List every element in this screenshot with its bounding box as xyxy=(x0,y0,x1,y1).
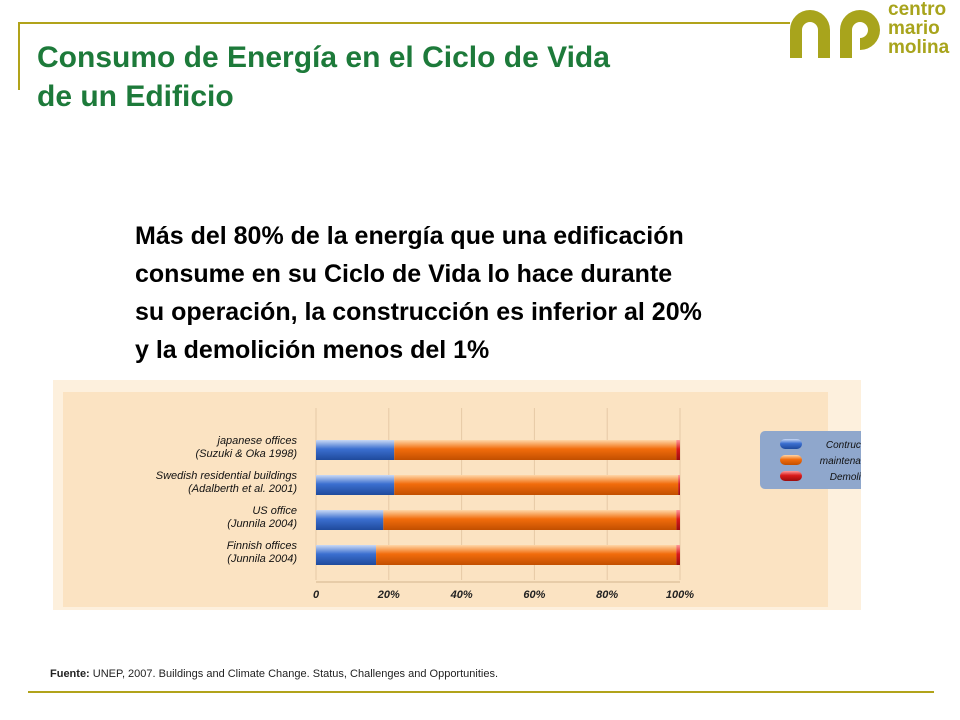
bar-segment xyxy=(316,510,384,530)
category-label: (Suzuki & Oka 1998) xyxy=(196,448,298,460)
title-frame xyxy=(18,22,790,90)
logo-m-icon xyxy=(790,10,830,58)
logo-o-icon xyxy=(840,10,880,58)
x-tick-label: 40% xyxy=(450,589,473,601)
bottom-rule xyxy=(28,691,934,693)
centro-mario-molina-logo xyxy=(790,10,880,58)
x-tick-label: 20% xyxy=(377,589,400,601)
logo-wordmark: centro mario molina xyxy=(888,0,949,57)
headline: Más del 80% de la energía que una edific… xyxy=(135,217,895,369)
x-tick-label: 60% xyxy=(523,589,545,601)
bar-segment xyxy=(676,440,680,460)
bar-segment xyxy=(394,440,677,460)
legend: Contruction maintenance Demolition xyxy=(760,431,861,489)
logo-line-3: molina xyxy=(888,37,950,58)
slide-title-line-1: Consumo de Energía en el Ciclo de Vida xyxy=(37,41,610,74)
x-tick-label: 0 xyxy=(313,589,320,601)
x-tick-label: 80% xyxy=(596,589,618,601)
headline-line-3: su operación, la construcción es inferio… xyxy=(135,298,702,326)
bar-segment xyxy=(678,475,680,495)
category-label-layer: japanese offices(Suzuki & Oka 1998) Swedi… xyxy=(156,435,298,565)
source-citation: Fuente: UNEP, 2007. Buildings and Climat… xyxy=(50,668,498,680)
legend-entry: Contruction xyxy=(826,440,861,451)
chart-plot-background xyxy=(63,392,828,607)
legend-swatch xyxy=(780,471,802,481)
legend-entry: maintenance xyxy=(820,456,861,467)
category-label: (Junnila 2004) xyxy=(227,553,297,565)
logo-line-2: mario xyxy=(888,18,940,39)
category-label: japanese offices xyxy=(216,435,298,447)
legend-swatch xyxy=(780,439,802,449)
energy-lifecycle-chart: japanese offices(Suzuki & Oka 1998) Swedi… xyxy=(53,380,861,610)
bar-segment xyxy=(676,545,680,565)
bar-segment xyxy=(316,545,377,565)
x-tick-label: 100% xyxy=(666,589,694,601)
bar-segment xyxy=(394,475,679,495)
category-label: US office xyxy=(252,505,297,517)
bar-segment xyxy=(316,440,395,460)
bar-layer xyxy=(316,440,680,565)
legend-entry: Demolition xyxy=(830,472,861,483)
source-text: UNEP, 2007. Buildings and Climate Change… xyxy=(92,668,499,680)
bar-segment xyxy=(383,510,677,530)
bar-segment xyxy=(676,510,680,530)
tick-label-layer: 0 20% 40% 60% 80% 100% xyxy=(313,589,694,601)
logo-line-1: centro xyxy=(888,0,947,20)
slide-title: Consumo de Energía en el Ciclo de Vida d… xyxy=(37,38,610,116)
legend-swatch xyxy=(780,455,802,465)
bar-segment xyxy=(376,545,677,565)
category-label: (Adalberth et al. 2001) xyxy=(188,483,297,495)
headline-line-4: y la demolición menos del 1% xyxy=(135,336,490,364)
category-label: (Junnila 2004) xyxy=(227,518,297,530)
bar-segment xyxy=(316,475,395,495)
source-label: Fuente: xyxy=(50,668,90,680)
category-label: Swedish residential buildings xyxy=(156,470,298,482)
headline-line-1: Más del 80% de la energía que una edific… xyxy=(135,222,684,250)
slide-title-line-2: de un Edificio xyxy=(37,80,234,113)
category-label: Finnish offices xyxy=(227,540,298,552)
headline-line-2: consume en su Ciclo de Vida lo hace dura… xyxy=(135,260,673,288)
